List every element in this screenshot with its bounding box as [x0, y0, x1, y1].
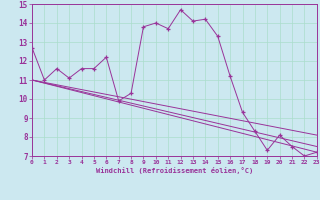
X-axis label: Windchill (Refroidissement éolien,°C): Windchill (Refroidissement éolien,°C)	[96, 167, 253, 174]
